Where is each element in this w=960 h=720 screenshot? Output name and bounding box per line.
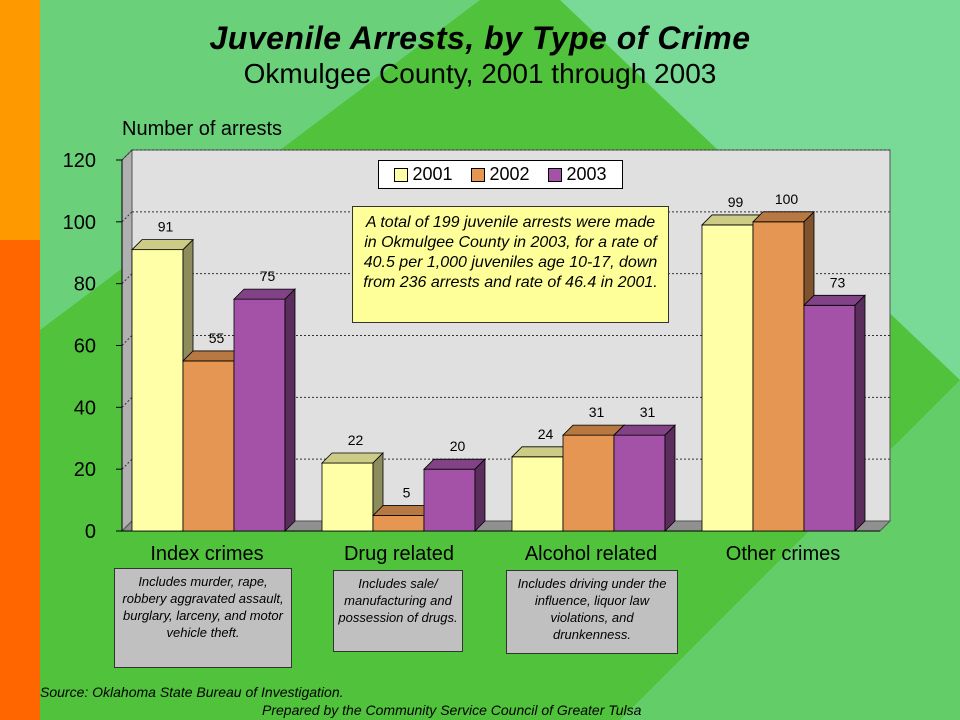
y-tick-label: 60 xyxy=(74,336,96,358)
bar-index-crimes-2002 xyxy=(182,360,235,532)
left-stripe-bottom xyxy=(0,240,40,720)
source-footnote: Source: Oklahoma State Bureau of Investi… xyxy=(40,684,344,700)
bar-side-alcohol-related-2003 xyxy=(664,424,676,532)
y-tick-label: 40 xyxy=(74,397,96,419)
bar-drug-related-2003 xyxy=(423,468,476,532)
bar-index-crimes-2003 xyxy=(233,298,286,532)
bar-drug-related-2002 xyxy=(372,515,425,532)
chart-subtitle: Okmulgee County, 2001 through 2003 xyxy=(243,58,717,89)
legend-item-2003: 2003 xyxy=(548,164,607,185)
data-label-drug-related-2001: 22 xyxy=(348,432,364,448)
legend-item-2001: 2001 xyxy=(394,164,453,185)
data-label-alcohol-related-2001: 24 xyxy=(538,426,554,442)
legend-swatch-2003 xyxy=(548,167,563,182)
y-tick-label: 0 xyxy=(85,521,96,543)
data-label-index-crimes-2001: 91 xyxy=(158,219,174,235)
bar-side-other-crimes-2003 xyxy=(854,294,866,532)
bar-top-other-crimes-2002 xyxy=(752,211,815,223)
bar-side-index-crimes-2003 xyxy=(284,288,296,532)
bar-side-drug-related-2003 xyxy=(474,458,486,532)
note-index-crimes: Includes murder, rape, robbery aggravate… xyxy=(114,568,292,668)
category-label-index-crimes: Index crimes xyxy=(150,543,264,565)
plot-side-wall xyxy=(121,148,133,533)
bar-top-index-crimes-2003 xyxy=(233,288,296,300)
bar-other-crimes-2002 xyxy=(752,221,805,532)
bar-top-other-crimes-2003 xyxy=(803,294,866,306)
legend-label-2003: 2003 xyxy=(566,164,607,184)
category-label-alcohol-related: Alcohol related xyxy=(524,543,658,565)
y-tick-label: 20 xyxy=(74,459,96,481)
data-label-drug-related-2002: 5 xyxy=(403,485,411,501)
data-label-other-crimes-2002: 100 xyxy=(775,191,799,207)
y-tick-label: 80 xyxy=(74,274,96,296)
data-label-alcohol-related-2003: 31 xyxy=(640,404,656,420)
bar-top-drug-related-2001 xyxy=(321,452,384,464)
bar-alcohol-related-2002 xyxy=(562,434,615,532)
data-label-other-crimes-2003: 73 xyxy=(830,274,846,290)
bar-index-crimes-2001 xyxy=(131,249,184,532)
legend-label-2002: 2002 xyxy=(489,164,530,184)
y-axis-label: Number of arrests xyxy=(122,118,283,140)
bar-other-crimes-2001 xyxy=(701,224,754,532)
data-label-alcohol-related-2002: 31 xyxy=(589,404,605,420)
legend-swatch-2002 xyxy=(471,167,486,182)
data-label-other-crimes-2001: 99 xyxy=(728,194,744,210)
bar-top-drug-related-2003 xyxy=(423,458,486,470)
note-alcohol-related: Includes driving under the influence, li… xyxy=(506,570,678,654)
y-tick-label: 120 xyxy=(63,150,96,172)
bar-alcohol-related-2001 xyxy=(511,456,564,532)
chart-title: Juvenile Arrests, by Type of Crime xyxy=(209,20,751,56)
prepared-by-footnote: Prepared by the Community Service Counci… xyxy=(262,702,642,718)
note-drug-related: Includes sale/ manufacturing and possess… xyxy=(333,570,463,652)
legend: 2001 2002 2003 xyxy=(378,160,623,189)
data-label-index-crimes-2003: 75 xyxy=(260,268,276,284)
category-label-drug-related: Drug related xyxy=(343,543,455,565)
bar-drug-related-2001 xyxy=(321,462,374,532)
legend-item-2002: 2002 xyxy=(471,164,530,185)
category-label-other-crimes: Other crimes xyxy=(725,543,841,565)
data-label-index-crimes-2002: 55 xyxy=(209,330,225,346)
summary-callout: A total of 199 juvenile arrests were mad… xyxy=(352,206,669,323)
left-stripe-top xyxy=(0,0,40,240)
y-tick-label: 100 xyxy=(63,212,96,234)
bar-alcohol-related-2003 xyxy=(613,434,666,532)
legend-swatch-2001 xyxy=(394,167,409,182)
bar-top-index-crimes-2001 xyxy=(131,239,194,251)
data-label-drug-related-2003: 20 xyxy=(450,438,466,454)
bar-other-crimes-2003 xyxy=(803,304,856,532)
bar-top-alcohol-related-2003 xyxy=(613,424,676,436)
bar-top-alcohol-related-2002 xyxy=(562,424,625,436)
legend-label-2001: 2001 xyxy=(412,164,453,184)
